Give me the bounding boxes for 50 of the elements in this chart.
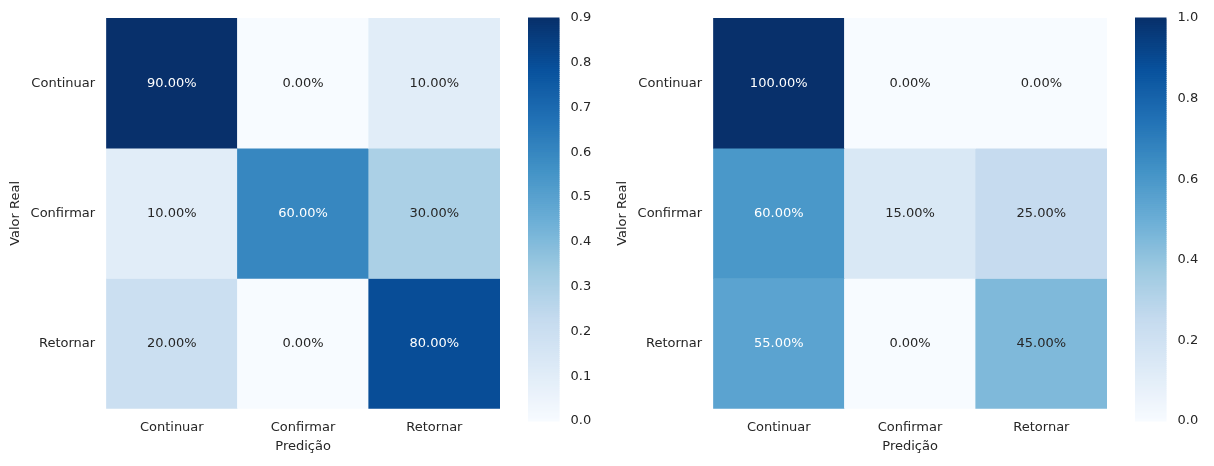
color-bar-label: 0.9 bbox=[570, 9, 592, 25]
color-bar-label: 0.6 bbox=[1177, 170, 1199, 186]
color-bar-label: 0.1 bbox=[570, 367, 592, 383]
data-label: 100.00% bbox=[749, 74, 808, 90]
color-bar-label: 1.0 bbox=[1177, 9, 1199, 25]
x-axis-title: Predição bbox=[882, 437, 938, 453]
color-bar-label: 0.5 bbox=[570, 188, 592, 204]
x-tick-label: Continuar bbox=[746, 418, 812, 434]
data-label: 60.00% bbox=[278, 204, 328, 220]
y-tick-label: Confirmar bbox=[30, 204, 96, 220]
data-label: 20.00% bbox=[147, 335, 197, 351]
x-tick-label: Confirmar bbox=[877, 418, 943, 434]
y-axis-title: Valor Real bbox=[614, 180, 630, 246]
data-label: 10.00% bbox=[147, 204, 197, 220]
data-label: 90.00% bbox=[147, 74, 197, 90]
x-axis-title: Predição bbox=[275, 437, 331, 453]
color-bar-label: 0.0 bbox=[1177, 412, 1199, 428]
y-tick-label: Confirmar bbox=[637, 204, 703, 220]
x-tick-label: Retornar bbox=[1013, 418, 1071, 434]
data-label: 0.00% bbox=[1020, 74, 1063, 90]
data-label: 0.00% bbox=[889, 74, 931, 90]
color-bar-label: 0.8 bbox=[1177, 89, 1199, 105]
y-tick-label: Retornar bbox=[38, 335, 96, 351]
y-tick-label: Continuar bbox=[638, 74, 703, 90]
color-bar-label: 0.3 bbox=[570, 278, 592, 294]
color-bar-label: 0.7 bbox=[570, 98, 592, 114]
y-axis-title: Valor Real bbox=[7, 180, 23, 246]
x-tick-label: Retornar bbox=[406, 418, 464, 434]
data-label: 80.00% bbox=[409, 335, 460, 351]
data-label: 30.00% bbox=[409, 204, 460, 220]
data-label: 15.00% bbox=[885, 204, 935, 220]
color-bar-label: 0.2 bbox=[1177, 331, 1199, 347]
data-label: 45.00% bbox=[1016, 335, 1067, 351]
color-bar-label: 0.2 bbox=[570, 322, 592, 338]
y-tick-label: Retornar bbox=[645, 335, 703, 351]
data-label: 0.00% bbox=[889, 335, 931, 351]
y-tick-label: Continuar bbox=[31, 74, 96, 90]
data-label: 0.00% bbox=[282, 74, 324, 90]
color-bar-label: 0.6 bbox=[570, 143, 592, 159]
color-bar-label: 0.8 bbox=[570, 54, 592, 70]
data-label: 10.00% bbox=[409, 74, 460, 90]
data-label: 25.00% bbox=[1016, 204, 1067, 220]
color-bar-label: 0.0 bbox=[570, 412, 592, 428]
data-label: 0.00% bbox=[282, 335, 324, 351]
x-tick-label: Continuar bbox=[139, 418, 205, 434]
color-bar-label: 0.4 bbox=[1177, 251, 1199, 267]
data-label: 60.00% bbox=[754, 204, 804, 220]
x-tick-label: Confirmar bbox=[270, 418, 336, 434]
color-bar-label: 0.4 bbox=[570, 233, 592, 249]
data-label: 55.00% bbox=[754, 335, 804, 351]
